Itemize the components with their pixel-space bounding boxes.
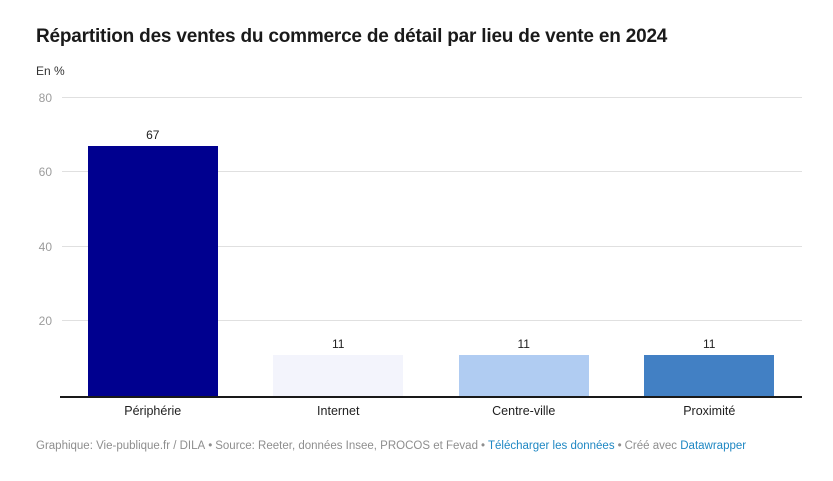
footer: Graphique: Vie-publique.fr / DILA • Source…: [36, 440, 746, 452]
grid-layer: 20 40 60 80: [39, 90, 802, 396]
gridline: [62, 96, 802, 98]
plot-area: 20 40 60 80 67 Périphérie 11 Internet 11 Ce…: [39, 90, 803, 418]
datawrapper-link[interactable]: Datawrapper: [680, 440, 747, 452]
bar-category-label: Internet: [317, 404, 360, 418]
bar-category-label: Périphérie: [124, 404, 182, 418]
bar-proximite[interactable]: [644, 355, 775, 396]
gridline: [62, 245, 802, 247]
y-axis-tick-label: 60: [38, 165, 52, 180]
footer-separator: •: [480, 440, 485, 452]
bar-peripherie[interactable]: [87, 146, 218, 396]
footer-attribution: Graphique: Vie-publique.fr / DILA: [36, 440, 206, 452]
footer-created-with: Créé avec: [624, 440, 678, 452]
bar-value-label: 11: [332, 337, 345, 351]
chart-title: Répartition des ventes du commerce de dé…: [36, 26, 668, 47]
bar-value-label: 11: [517, 337, 530, 351]
bar-group: 11 Centre-ville: [431, 90, 617, 418]
bar-centre-ville[interactable]: [458, 355, 589, 396]
gridline: [62, 171, 802, 173]
footer-separator: •: [617, 440, 622, 452]
bar-value-label: 67: [146, 128, 160, 143]
y-axis-tick-label: 20: [38, 314, 52, 329]
footer-source: Source: Reeter, données Insee, PROCOS et…: [215, 440, 478, 452]
download-data-link[interactable]: Télécharger les données: [488, 440, 615, 452]
bars-layer: 67 Périphérie 11 Internet 11 Centre-vill…: [60, 90, 803, 418]
footer-separator: •: [208, 440, 213, 452]
bar-value-label: 11: [703, 337, 716, 351]
bar-group: 11 Proximité: [617, 90, 803, 418]
bar-category-label: Proximité: [683, 404, 736, 418]
bar-category-label: Centre-ville: [492, 404, 556, 418]
y-axis-tick-label: 40: [38, 239, 52, 254]
chart-subtitle: En %: [36, 64, 65, 78]
y-axis-tick-label: 80: [38, 90, 52, 105]
gridline: [62, 320, 802, 322]
bar-group: 11 Internet: [246, 90, 432, 418]
bar-internet[interactable]: [273, 355, 404, 396]
bar-group: 67 Périphérie: [60, 90, 246, 418]
